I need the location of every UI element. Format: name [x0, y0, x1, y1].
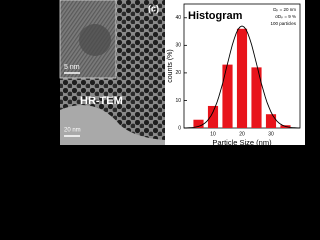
y-tick-label: 40 — [175, 15, 181, 21]
method-label: HR-TEM — [80, 95, 123, 107]
bar — [236, 28, 248, 128]
panel-label: (c) — [148, 3, 159, 13]
bar — [207, 105, 219, 128]
x-tick-label: 20 — [239, 131, 245, 137]
y-tick-label: 20 — [175, 70, 181, 76]
annotation: Dₚ = 20 nm — [273, 7, 296, 12]
chart: 0 10 20 30 40 10 20 30 Histogram Dₚ = 20 nm σDₚ = … — [167, 3, 301, 147]
tem-support — [60, 105, 165, 145]
annotation: 100 particles — [270, 21, 296, 26]
tem-image: 5 nm HR-TEM 20 nm (c) — [59, 0, 165, 145]
chart-panel — [165, 0, 305, 145]
y-tick-label: 10 — [175, 98, 181, 104]
bar — [251, 67, 262, 128]
x-tick-label: 10 — [210, 131, 216, 137]
fit-curve — [184, 25, 300, 129]
x-tick-label: 30 — [268, 131, 274, 137]
page: {"tem": {"panel_label": "(c)", "inset_sc… — [59, 0, 305, 147]
y-tick-label: 0 — [178, 125, 181, 131]
annotation: σDₚ = 9 % — [275, 14, 296, 19]
inset-particle — [79, 24, 111, 56]
y-tick-label: 30 — [175, 43, 181, 49]
inset-scale-label: 5 nm — [64, 64, 80, 71]
chart-title: Histogram — [188, 10, 243, 22]
y-axis-label: counts (%) — [167, 49, 174, 82]
screenshot: 5 nm HR-TEM 20 nm (c) 0 10 20 30 40 10 20 30 His… — [59, 0, 305, 147]
bar — [193, 119, 204, 128]
bar — [222, 64, 233, 128]
bar — [265, 114, 277, 128]
x-axis-label: Particle Size (nm) — [212, 138, 272, 147]
scale-label: 20 nm — [64, 128, 81, 134]
